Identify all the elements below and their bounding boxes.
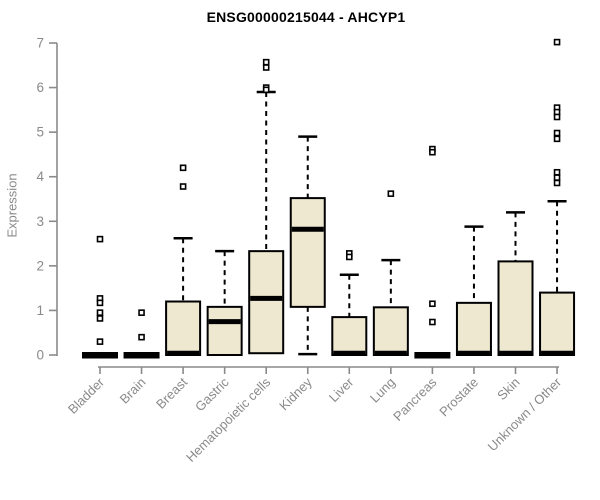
iqr-box xyxy=(289,197,326,308)
outlier-point xyxy=(96,338,104,345)
outlier-point xyxy=(262,64,270,71)
box-bladder xyxy=(82,235,118,359)
iqr-box xyxy=(206,305,243,356)
x-category-label-gastric: Gastric xyxy=(192,374,232,414)
x-category-label-bladder: Bladder xyxy=(65,374,108,417)
x-category-label-liver: Liver xyxy=(326,374,357,405)
iqr-box xyxy=(455,301,492,357)
y-tick-label-3: 3 xyxy=(36,214,44,229)
iqr-box xyxy=(372,306,409,356)
box-prostate xyxy=(455,225,492,357)
x-category-label-prostate: Prostate xyxy=(436,375,481,420)
x-category-label-pancreas: Pancreas xyxy=(390,374,440,424)
iqr-box xyxy=(497,260,534,356)
y-tick-label-1: 1 xyxy=(36,303,44,318)
outlier-point xyxy=(429,148,436,156)
iqr-box xyxy=(165,300,202,356)
box-pancreas xyxy=(414,145,451,359)
box-skin xyxy=(497,211,534,356)
x-category-label-brain: Brain xyxy=(117,375,149,407)
median-bar xyxy=(123,352,160,359)
iqr-box xyxy=(331,316,368,357)
median-bar xyxy=(82,352,118,359)
outlier-point xyxy=(553,38,561,46)
outlier-point xyxy=(138,333,145,341)
outlier-point xyxy=(345,253,353,261)
outlier-point xyxy=(429,318,436,326)
median-bar xyxy=(414,352,451,359)
box-hematopoietic-cells xyxy=(248,58,285,355)
x-category-label-kidney: Kidney xyxy=(276,374,315,413)
y-tick-label-7: 7 xyxy=(36,36,44,51)
chart-title: ENSG00000215044 - AHCYP1 xyxy=(206,9,406,25)
box-gastric xyxy=(206,249,243,356)
outlier-point xyxy=(96,235,104,243)
box-breast xyxy=(165,164,202,356)
outlier-point xyxy=(553,129,561,137)
outlier-point xyxy=(96,309,104,316)
x-category-label-skin: Skin xyxy=(494,375,522,403)
box-liver xyxy=(331,250,368,357)
outlier-point xyxy=(387,190,395,197)
outlier-point xyxy=(96,315,104,322)
y-tick-label-2: 2 xyxy=(36,258,44,273)
outlier-point xyxy=(553,168,561,176)
iqr-box xyxy=(539,291,576,357)
y-tick-label-5: 5 xyxy=(36,125,44,140)
box-lung xyxy=(372,190,409,356)
outlier-point xyxy=(262,58,270,66)
box-brain xyxy=(123,309,160,359)
outlier-point xyxy=(553,113,561,121)
outlier-point xyxy=(553,174,561,181)
x-category-label-unknown-other: Unknown / Other xyxy=(485,374,565,454)
x-category-label-lung: Lung xyxy=(367,375,398,406)
outlier-point xyxy=(179,183,187,190)
outlier-point xyxy=(553,135,561,143)
y-tick-label-6: 6 xyxy=(36,80,44,95)
outlier-point xyxy=(179,164,187,172)
box-kidney xyxy=(289,135,326,356)
outlier-point xyxy=(138,309,145,316)
outlier-point xyxy=(553,179,561,187)
iqr-box xyxy=(248,250,285,355)
outlier-point xyxy=(429,300,436,308)
y-tick-label-4: 4 xyxy=(36,169,44,184)
box-unknown-other xyxy=(539,38,576,357)
outlier-point xyxy=(96,299,104,307)
y-tick-label-0: 0 xyxy=(36,348,44,363)
outlier-point xyxy=(262,86,270,94)
x-category-label-breast: Breast xyxy=(153,374,190,411)
